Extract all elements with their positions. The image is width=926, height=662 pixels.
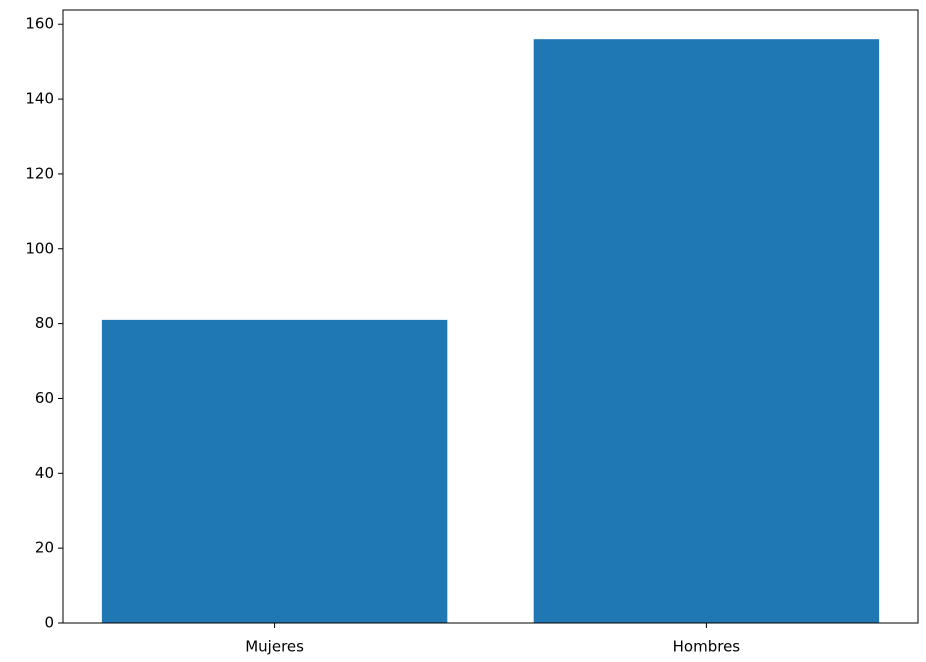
bar <box>101 319 448 623</box>
y-tick-label: 160 <box>25 15 54 33</box>
y-tick-label: 120 <box>25 164 54 182</box>
plot-frame <box>62 9 919 624</box>
y-tick-label: 0 <box>44 614 54 632</box>
y-tick-label: 140 <box>25 90 54 108</box>
x-tick-label: Hombres <box>673 638 741 656</box>
y-tick-label: 100 <box>25 239 54 257</box>
y-tick-label: 40 <box>35 464 54 482</box>
y-tick-label: 80 <box>35 314 54 332</box>
y-tick-label: 20 <box>35 539 54 557</box>
bar <box>533 39 880 623</box>
x-tick-label: Mujeres <box>245 638 304 656</box>
y-tick-label: 60 <box>35 389 54 407</box>
